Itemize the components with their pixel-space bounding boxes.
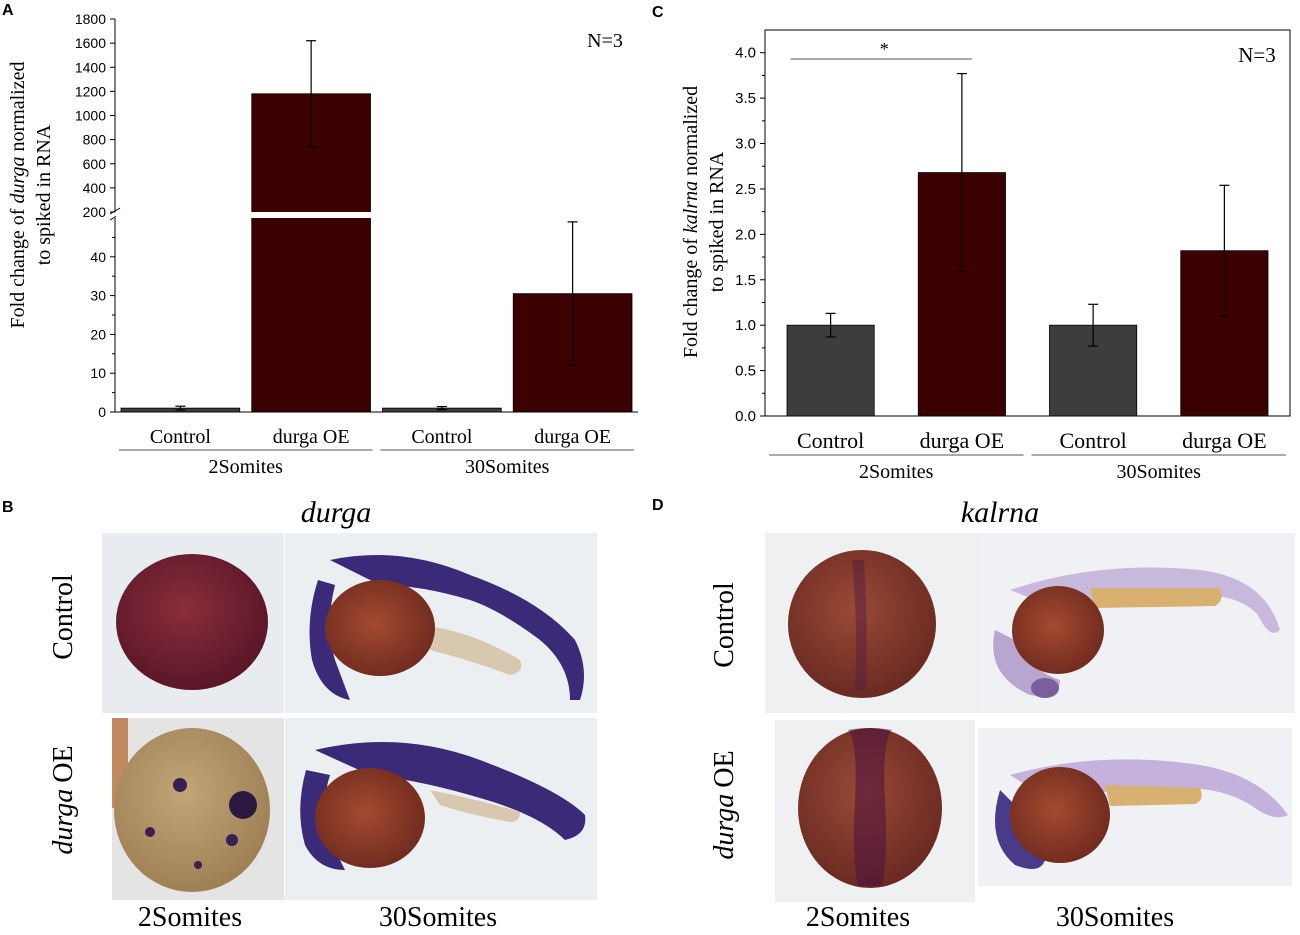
- chart-a-group-label: 30Somites: [465, 456, 550, 478]
- panel-d-images: kalrna Control durga OE 2Somites 30Somite…: [709, 496, 1295, 933]
- panel-b-row-control: Control: [48, 574, 79, 660]
- chart-c-ylabel-part: kalrna: [680, 181, 702, 233]
- chart-a-group-label: 2Somites: [209, 456, 284, 478]
- chart-a-y-tick-label: 1400: [75, 59, 106, 75]
- chart-c-ylabel-line2: to spiked in RNA: [706, 151, 728, 292]
- chart-a-ylabel-part: Fold change of: [7, 204, 29, 329]
- chart-c-y-tick-label: 3.0: [735, 136, 756, 153]
- chart-a-ylabel-line2: to spiked in RNA: [33, 124, 55, 265]
- chart-c: 0.0 0.5 1.0 1.5 2.0 2.5 3.0 3.5 4.0 Control durga …: [680, 29, 1291, 483]
- embryo-b-oe-30somites: [285, 718, 597, 900]
- panel-b-row-oe-gene: durga: [48, 789, 79, 855]
- chart-a-ylabel-part: durga: [7, 156, 29, 203]
- panel-b-images: durga Control durga OE 2Somites 30Somites: [48, 496, 597, 933]
- chart-c-ylabel-part: normalized: [680, 86, 702, 181]
- chart-a-y-tick-label: 20: [90, 326, 106, 342]
- panel-letter-b: B: [2, 499, 14, 516]
- panel-d-col-30somites: 30Somites: [1056, 902, 1174, 933]
- chart-a-y-tick-label: 1600: [75, 35, 106, 51]
- embryo-b-control-2somites: [102, 533, 284, 713]
- chart-a-axis-break-mark: [109, 207, 121, 215]
- panel-b-title: durga: [301, 496, 372, 529]
- chart-a-y-tick-label: 10: [90, 365, 106, 381]
- chart-c-y-tick-label: 4.0: [735, 45, 756, 62]
- chart-c-ylabel-line1: Fold change of kalrna normalized: [680, 86, 702, 358]
- chart-c-frame: [764, 29, 1291, 417]
- embryo-b-control-30somites: [285, 533, 597, 713]
- chart-a-y-tick-label: 600: [83, 156, 107, 172]
- chart-a-axis-break-gap: [116, 212, 639, 218]
- chart-a-y-tick-label: 40: [90, 249, 106, 265]
- chart-a: 0 10 20 30 40 200 400 600 800 1000 1200 1400 1600 180…: [7, 11, 639, 478]
- chart-a-y-tick-label: 1800: [75, 11, 106, 27]
- embryo-d-oe-30somites: [978, 728, 1292, 886]
- chart-a-y-tick-label: 1200: [75, 83, 106, 99]
- chart-a-x-tick-label: durga OE: [534, 426, 611, 448]
- panel-letter-a: A: [2, 2, 14, 19]
- panel-d-row-control: Control: [709, 582, 740, 668]
- chart-c-significance-marker: *: [880, 39, 889, 59]
- chart-c-x-tick-label: Control: [797, 428, 864, 453]
- chart-a-x-tick-label: Control: [150, 426, 212, 448]
- chart-c-bar: [786, 324, 875, 417]
- chart-a-y-tick-label: 400: [83, 180, 107, 196]
- chart-a-x-tick-label: durga OE: [273, 426, 350, 448]
- chart-a-annotation: N=3: [587, 30, 623, 52]
- chart-c-y-tick-label: 2.0: [735, 226, 756, 243]
- chart-a-y-tick-label: 1000: [75, 108, 106, 124]
- chart-c-x-tick-label: durga OE: [1182, 428, 1267, 453]
- panel-d-title: kalrna: [961, 496, 1039, 529]
- panel-b-row-oe: durga OE: [48, 745, 79, 854]
- chart-a-y-tick-label: 200: [83, 204, 107, 220]
- panel-letter-d: D: [652, 497, 664, 514]
- chart-c-group-label: 30Somites: [1117, 461, 1202, 483]
- chart-a-y-tick-label: 0: [98, 404, 106, 420]
- chart-c-y-tick-label: 3.5: [735, 90, 756, 107]
- chart-a-x-tick-label: Control: [411, 426, 473, 448]
- chart-a-y-tick-label: 30: [90, 288, 106, 304]
- chart-a-y-tick-label: 800: [83, 132, 107, 148]
- embryo-d-oe-2somites: [775, 720, 975, 902]
- panel-d-row-oe: durga OE: [709, 750, 740, 859]
- chart-a-ylabel-part: normalized: [7, 62, 29, 157]
- panel-d-col-2somites: 2Somites: [806, 902, 910, 933]
- chart-c-annotation: N=3: [1238, 43, 1276, 67]
- panel-letter-c: C: [652, 4, 664, 21]
- chart-c-ylabel-part: Fold change of: [680, 233, 702, 358]
- embryo-d-control-2somites: [765, 533, 980, 713]
- panel-b-row-oe-suffix: OE: [48, 745, 79, 782]
- chart-c-x-tick-label: durga OE: [920, 428, 1005, 453]
- chart-c-y-tick-label: 0.5: [735, 363, 756, 380]
- panel-d-row-oe-suffix: OE: [709, 750, 740, 787]
- panel-d-row-oe-gene: durga: [709, 794, 740, 860]
- embryo-d-control-30somites: [980, 533, 1295, 713]
- chart-c-y-tick-label: 2.5: [735, 181, 756, 198]
- chart-c-y-tick-label: 1.0: [735, 317, 756, 334]
- chart-c-y-tick-label: 0.0: [735, 408, 756, 425]
- chart-c-group-label: 2Somites: [859, 461, 934, 483]
- panel-b-col-30somites: 30Somites: [379, 902, 497, 933]
- chart-c-y-tick-label: 1.5: [735, 272, 756, 289]
- embryo-b-oe-2somites: [112, 718, 284, 900]
- chart-c-x-tick-label: Control: [1060, 428, 1127, 453]
- chart-a-ylabel-line1: Fold change of durga normalized: [7, 62, 29, 329]
- panel-b-col-2somites: 2Somites: [138, 902, 242, 933]
